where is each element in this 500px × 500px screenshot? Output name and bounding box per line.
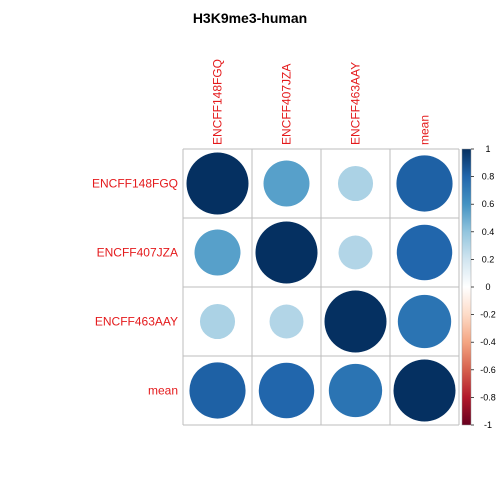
column-label: ENCFF407JZA bbox=[280, 64, 294, 145]
color-legend-label: 0 bbox=[485, 282, 490, 292]
correlation-circle bbox=[259, 363, 314, 418]
row-label: ENCFF407JZA bbox=[97, 246, 178, 260]
color-legend-label: -0.4 bbox=[480, 337, 496, 347]
row-label: ENCFF148FGQ bbox=[92, 177, 178, 191]
correlation-circle bbox=[200, 304, 235, 339]
color-legend-label: -1 bbox=[484, 420, 492, 430]
correlation-circle bbox=[397, 225, 452, 280]
color-legend: 1 0.8 0.6 0.4 0.2 0 -0.2 -0.4 -0.6 -0.8 -1 bbox=[462, 144, 496, 430]
correlation-circle bbox=[398, 295, 451, 348]
color-legend-label: -0.2 bbox=[480, 310, 496, 320]
correlation-circle bbox=[270, 305, 304, 339]
correlation-circle bbox=[325, 291, 387, 353]
correlation-circle bbox=[338, 166, 373, 201]
color-legend-bar bbox=[462, 149, 471, 425]
column-label: ENCFF148FGQ bbox=[211, 59, 225, 145]
correlation-circle bbox=[195, 230, 241, 276]
color-legend-label: 0.8 bbox=[482, 172, 495, 182]
chart-title: H3K9me3-human bbox=[193, 10, 307, 26]
row-label: mean bbox=[148, 384, 178, 398]
correlation-circle bbox=[394, 360, 456, 422]
correlation-circle bbox=[264, 161, 310, 207]
column-labels: ENCFF148FGQ ENCFF407JZA ENCFF463AAY mean bbox=[211, 59, 432, 145]
color-legend-label: -0.8 bbox=[480, 392, 496, 402]
correlation-circle bbox=[189, 362, 245, 418]
color-legend-label: -0.6 bbox=[480, 365, 496, 375]
column-label: mean bbox=[418, 115, 432, 145]
row-labels: ENCFF148FGQ ENCFF407JZA ENCFF463AAY mean bbox=[92, 177, 178, 398]
correlation-circle bbox=[339, 236, 373, 270]
column-label: ENCFF463AAY bbox=[349, 62, 363, 145]
correlation-circle bbox=[396, 155, 452, 211]
row-label: ENCFF463AAY bbox=[95, 315, 178, 329]
color-legend-label: 0.2 bbox=[482, 254, 495, 264]
color-legend-ticks: 1 0.8 0.6 0.4 0.2 0 -0.2 -0.4 -0.6 -0.8 -1 bbox=[471, 144, 496, 430]
correlation-circle bbox=[329, 364, 382, 417]
color-legend-label: 1 bbox=[485, 144, 490, 154]
color-legend-label: 0.4 bbox=[482, 227, 495, 237]
correlation-circle bbox=[187, 153, 249, 215]
correlation-circle bbox=[256, 222, 318, 284]
color-legend-label: 0.6 bbox=[482, 199, 495, 209]
